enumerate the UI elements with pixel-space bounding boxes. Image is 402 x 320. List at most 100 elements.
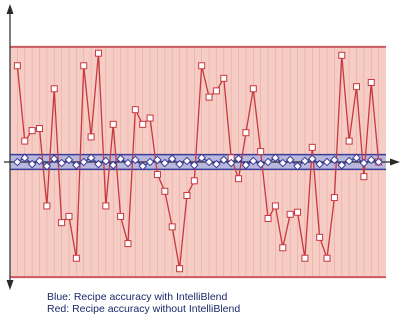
blue-series-point: [72, 160, 81, 170]
red-series-point: [153, 171, 161, 179]
red-series-point: [139, 120, 147, 128]
blue-series-point: [263, 157, 273, 167]
blue-series-point: [256, 159, 265, 169]
red-series-line: [16, 52, 380, 270]
red-series-point: [168, 223, 176, 231]
red-series-point: [183, 191, 191, 199]
red-series-point: [294, 208, 302, 216]
red-series-point: [212, 87, 220, 95]
blue-series-point: [293, 161, 302, 171]
red-series-point: [330, 194, 338, 202]
caption-red: Red: Recipe accuracy without IntelliBlen…: [47, 304, 241, 314]
red-series-point: [360, 173, 368, 181]
red-series-point: [257, 148, 265, 156]
blue-series-point: [190, 160, 199, 170]
red-series-point: [279, 244, 287, 252]
red-series-point: [72, 254, 80, 262]
blue-series-point: [337, 160, 347, 170]
blue-series-point: [307, 154, 317, 164]
blue-series-point: [285, 155, 295, 165]
blue-series-point: [101, 156, 111, 166]
blue-series-point: [241, 160, 251, 170]
blue-series-point: [64, 155, 74, 165]
blue-series-point: [278, 158, 288, 168]
blue-series-point: [20, 153, 30, 163]
red-series-point: [35, 125, 43, 133]
red-series-point: [43, 202, 51, 210]
red-series-point: [242, 129, 250, 137]
red-series-point: [198, 62, 206, 70]
blue-series-point: [153, 155, 162, 165]
red-series-point: [58, 219, 66, 227]
blue-series-point: [131, 155, 140, 165]
red-series-point: [264, 214, 272, 222]
red-series-point: [308, 143, 316, 151]
blue-series-point: [366, 155, 376, 165]
blue-series-point: [212, 159, 221, 169]
blue-series-point: [234, 154, 243, 164]
blue-series-point: [160, 158, 170, 168]
blue-series-point: [352, 153, 361, 163]
accuracy-chart: [4, 4, 400, 290]
blue-series-point: [167, 154, 177, 164]
red-series-point: [316, 233, 324, 241]
blue-series-point: [79, 157, 89, 167]
red-series-point: [109, 120, 117, 128]
blue-series-point: [49, 154, 59, 164]
red-series-point: [146, 114, 154, 122]
blue-series-point: [300, 156, 310, 166]
y-axis-arrow-down: [6, 280, 14, 290]
blue-series-point: [86, 153, 96, 163]
blue-series-point: [42, 161, 52, 171]
blue-series-point: [197, 153, 206, 163]
red-series-point: [338, 51, 346, 59]
red-series-point: [249, 85, 257, 93]
blue-series-point: [57, 158, 66, 168]
red-series-point: [102, 202, 110, 210]
red-series-point: [301, 254, 309, 262]
red-series-point: [345, 137, 353, 145]
blue-series-point: [344, 156, 354, 166]
blue-series-point: [322, 157, 332, 167]
red-series-point: [161, 187, 169, 195]
blue-series-point: [226, 158, 236, 168]
red-series-point: [117, 212, 125, 220]
blue-series-point: [35, 156, 44, 166]
blue-series-point: [315, 159, 324, 169]
red-series-point: [286, 210, 294, 218]
red-series-point: [50, 85, 58, 93]
red-series-point: [87, 133, 95, 141]
red-series-point: [323, 254, 331, 262]
x-axis-arrow: [390, 158, 400, 166]
red-series-point: [190, 177, 198, 185]
red-series-point: [235, 175, 243, 183]
blue-series-point: [108, 160, 118, 170]
blue-series-point: [138, 161, 148, 171]
red-series-point: [271, 202, 279, 210]
red-series-point: [65, 212, 73, 220]
red-series-point: [80, 62, 88, 70]
blue-series-point: [94, 159, 103, 169]
red-series-point: [131, 106, 139, 114]
red-series-point: [94, 49, 102, 57]
red-series-point: [28, 127, 36, 135]
blue-series-point: [374, 157, 383, 167]
red-series-point: [124, 240, 132, 248]
red-series-point: [220, 74, 228, 82]
caption-blue: Blue: Recipe accuracy with IntelliBlend: [47, 291, 228, 303]
blue-series-point: [248, 156, 258, 166]
blue-series-point: [330, 155, 339, 165]
blue-series-point: [204, 157, 214, 167]
red-series-point: [353, 83, 361, 91]
blue-series-point: [182, 156, 192, 166]
red-series-point: [176, 265, 184, 273]
blue-series-point: [175, 159, 184, 169]
blue-series-point: [359, 158, 369, 168]
blue-series-point: [123, 158, 133, 168]
blue-series-point: [27, 159, 37, 169]
blue-series-point: [271, 153, 280, 163]
y-axis-arrow-up: [6, 4, 14, 14]
red-series-point: [21, 137, 29, 145]
red-series-point: [367, 78, 375, 86]
red-series-point: [13, 62, 21, 70]
